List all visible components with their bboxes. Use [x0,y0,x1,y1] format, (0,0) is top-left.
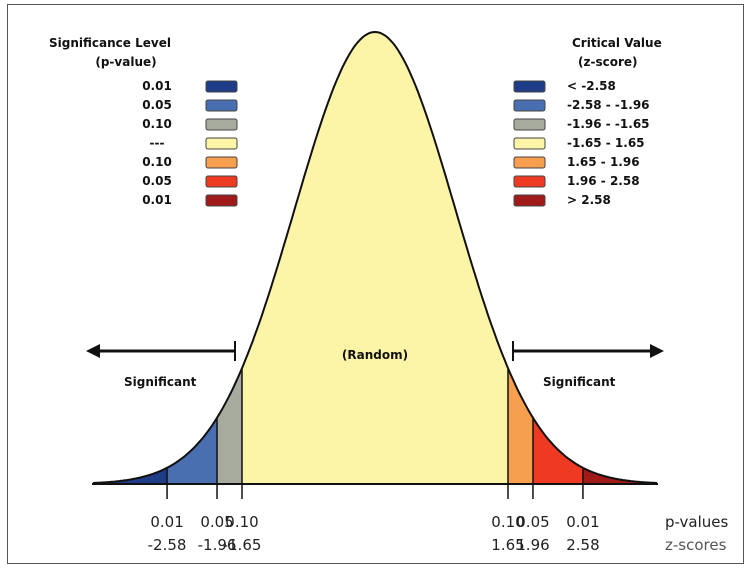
z-score-tick-label: -2.58 [148,536,187,554]
legend-swatch [205,194,238,207]
legend-swatch [513,175,546,188]
right-legend-subtitle: (z-score) [578,55,638,69]
legend-swatch [513,194,546,207]
legend-label: -1.65 - 1.65 [567,136,645,150]
p-value-tick-label: 0.01 [150,513,183,531]
legend-swatch [205,156,238,169]
legend-label: < -2.58 [567,79,616,93]
p-values-label: p-values [665,513,729,531]
legend-swatch [205,118,238,131]
legend-swatch [513,80,546,93]
z-score-tick-label: -1.96 [198,536,237,554]
left-legend-subtitle: (p-value) [95,55,156,69]
legend-label: --- [150,136,165,150]
tick-labels: 0.01 -2.58 0.05 -1.96 0.10 -1.65 0.10 1.65 0.05 1… [148,513,600,554]
right-arrow [512,341,664,361]
right-legend-title: Critical Value [572,36,662,50]
p-value-tick-label: 0.05 [516,513,549,531]
legend-label: -1.96 - -1.65 [567,117,650,131]
legend-label: 0.01 [142,193,172,207]
legend-swatch [513,99,546,112]
left-legend: Significance Level (p-value) 0.01 0.05 0.1… [49,36,238,207]
z-score-tick-label: 2.58 [566,536,599,554]
random-label: (Random) [342,348,408,362]
legend-swatch [513,137,546,150]
legend-swatch [513,118,546,131]
legend-label: 0.01 [142,79,172,93]
significant-right-label: Significant [543,375,616,389]
curve-region [582,467,658,484]
legend-label: 0.05 [142,174,172,188]
curve-region [242,32,508,484]
right-legend: Critical Value (z-score) < -2.58 -2.58 - … [513,36,662,207]
legend-label: 0.10 [142,117,172,131]
z-score-tick-label: 1.96 [516,536,549,554]
z-scores-label: z-scores [665,536,727,554]
significant-left-label: Significant [124,375,197,389]
legend-swatch [205,137,238,150]
legend-label: 0.10 [142,155,172,169]
curve-regions [92,32,658,484]
curve-region [217,368,242,484]
legend-swatch [205,99,238,112]
p-value-tick-label: 0.05 [200,513,233,531]
z-score-tick-label: -1.65 [223,536,262,554]
p-value-tick-label: 0.10 [225,513,258,531]
legend-swatch [205,175,238,188]
curve-region [508,368,533,484]
legend-swatch [205,80,238,93]
left-legend-title: Significance Level [49,36,171,50]
legend-label: > 2.58 [567,193,611,207]
z-score-tick-label: 1.65 [491,536,524,554]
legend-swatch [513,156,546,169]
left-arrow [86,341,236,361]
bell-curve-outline [92,30,658,484]
curve-region [92,467,168,484]
legend-label: 1.96 - 2.58 [567,174,640,188]
axis-ticks [166,484,584,499]
region-dividers [166,368,584,484]
p-value-tick-label: 0.01 [566,513,599,531]
p-value-tick-label: 0.10 [491,513,524,531]
legend-label: 1.65 - 1.96 [567,155,640,169]
legend-label: -2.58 - -1.96 [567,98,650,112]
diagram-frame [7,4,744,564]
legend-label: 0.05 [142,98,172,112]
